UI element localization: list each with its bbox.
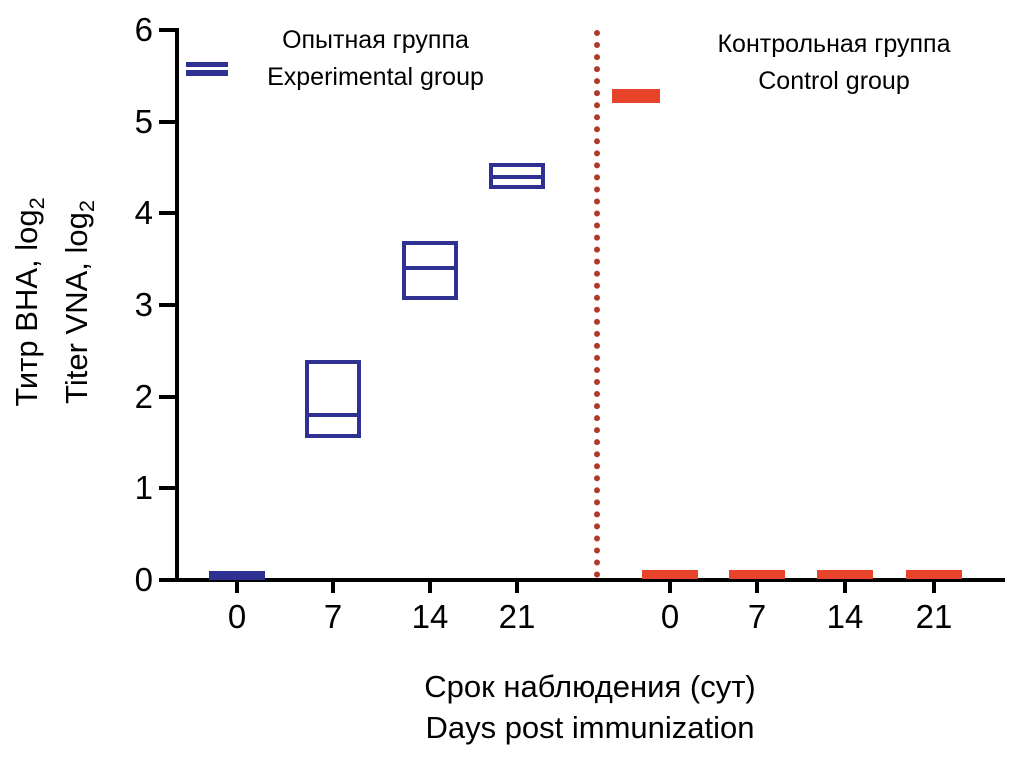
y-tick — [159, 120, 175, 124]
y-tick — [159, 211, 175, 215]
y-tick — [159, 28, 175, 32]
x-tick — [235, 580, 239, 593]
data-bar-control-day-21 — [906, 570, 962, 579]
x-tick-label: 0 — [197, 598, 277, 636]
median-line-experimental-day-7 — [309, 413, 357, 417]
x-axis-label: Срок наблюдения (сут) Days post immuniza… — [175, 666, 1005, 748]
legend-label-experimental-ru: Опытная группа — [248, 22, 503, 59]
legend-swatch-control — [612, 89, 660, 103]
y-tick-label: 6 — [93, 11, 153, 49]
data-bar-control-day-7 — [729, 570, 785, 579]
group-separator-line — [594, 30, 600, 578]
y-tick-label: 0 — [93, 561, 153, 599]
y-tick-label: 2 — [93, 378, 153, 416]
legend-label-control-en: Control group — [678, 63, 990, 100]
x-tick-label: 0 — [630, 598, 710, 636]
x-tick — [843, 580, 847, 593]
y-tick — [159, 486, 175, 490]
x-tick-label: 14 — [390, 598, 470, 636]
x-axis-label-ru: Срок наблюдения (сут) — [175, 666, 1005, 707]
y-tick-label: 5 — [93, 103, 153, 141]
vna-titer-boxplot-chart: Титр ВНА, log2 Titer VNA, log2 012345607… — [0, 0, 1021, 762]
x-tick — [331, 580, 335, 593]
y-tick-label: 3 — [93, 286, 153, 324]
plot-layer: 0123456071421071421 — [0, 0, 1021, 762]
x-tick — [515, 580, 519, 593]
x-tick — [755, 580, 759, 593]
median-line-experimental-day-21 — [493, 175, 541, 179]
data-bar-control-day-14 — [817, 570, 873, 579]
median-line-experimental-day-14 — [406, 266, 454, 270]
legend-label-experimental-en: Experimental group — [248, 59, 503, 96]
data-box-experimental-day-7 — [305, 360, 361, 438]
y-tick-label: 1 — [93, 469, 153, 507]
y-tick — [159, 578, 175, 582]
data-bar-control-day-0 — [642, 570, 698, 579]
x-tick — [428, 580, 432, 593]
legend-label-control-ru: Контрольная группа — [678, 26, 990, 63]
y-tick — [159, 395, 175, 399]
legend-label-experimental: Опытная группа Experimental group — [248, 22, 503, 96]
x-tick-label: 14 — [805, 598, 885, 636]
data-bar-experimental-day-0 — [209, 571, 265, 580]
legend-label-control: Контрольная группа Control group — [678, 26, 990, 100]
x-tick — [932, 580, 936, 593]
y-tick-label: 4 — [93, 194, 153, 232]
data-box-experimental-day-21 — [489, 163, 545, 189]
legend-swatch-experimental — [186, 62, 228, 76]
x-tick-label: 7 — [717, 598, 797, 636]
x-tick-label: 21 — [894, 598, 974, 636]
data-box-experimental-day-14 — [402, 241, 458, 301]
y-tick — [159, 303, 175, 307]
x-tick-label: 7 — [293, 598, 373, 636]
x-tick-label: 21 — [477, 598, 557, 636]
x-axis-label-en: Days post immunization — [175, 707, 1005, 748]
x-tick — [668, 580, 672, 593]
